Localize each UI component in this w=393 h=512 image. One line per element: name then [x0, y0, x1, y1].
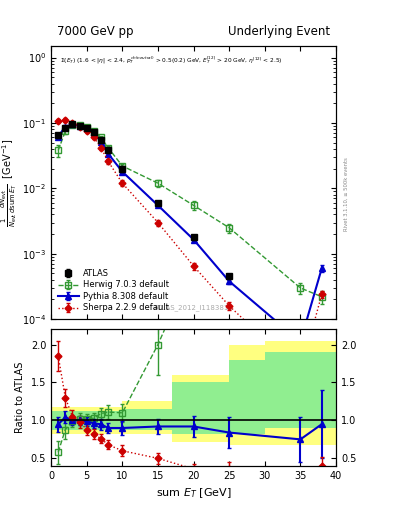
Text: $\Sigma(E_T)$ (1.6 < |$\eta$| < 2.4, $p^{ch(neutral)}_T$ > 0.5(0.2) GeV, $E^{|12: $\Sigma(E_T)$ (1.6 < |$\eta$| < 2.4, $p^…: [60, 54, 282, 66]
Text: Rivet 3.1.10, ≥ 500k events: Rivet 3.1.10, ≥ 500k events: [344, 158, 349, 231]
Text: 7000 GeV pp: 7000 GeV pp: [57, 25, 133, 38]
Text: ATLAS_2012_I1183818: ATLAS_2012_I1183818: [154, 304, 233, 311]
X-axis label: sum $E_T$ [GeV]: sum $E_T$ [GeV]: [156, 486, 231, 500]
Y-axis label: Ratio to ATLAS: Ratio to ATLAS: [15, 362, 25, 433]
Text: Underlying Event: Underlying Event: [228, 25, 330, 38]
Y-axis label: $\frac{1}{N_\mathrm{evt}}\frac{d N_\mathrm{evt}}{d\mathrm{sum}\,E_T}$  [GeV$^{-1: $\frac{1}{N_\mathrm{evt}}\frac{d N_\math…: [0, 138, 19, 227]
Legend: ATLAS, Herwig 7.0.3 default, Pythia 8.308 default, Sherpa 2.2.9 default: ATLAS, Herwig 7.0.3 default, Pythia 8.30…: [55, 266, 171, 315]
